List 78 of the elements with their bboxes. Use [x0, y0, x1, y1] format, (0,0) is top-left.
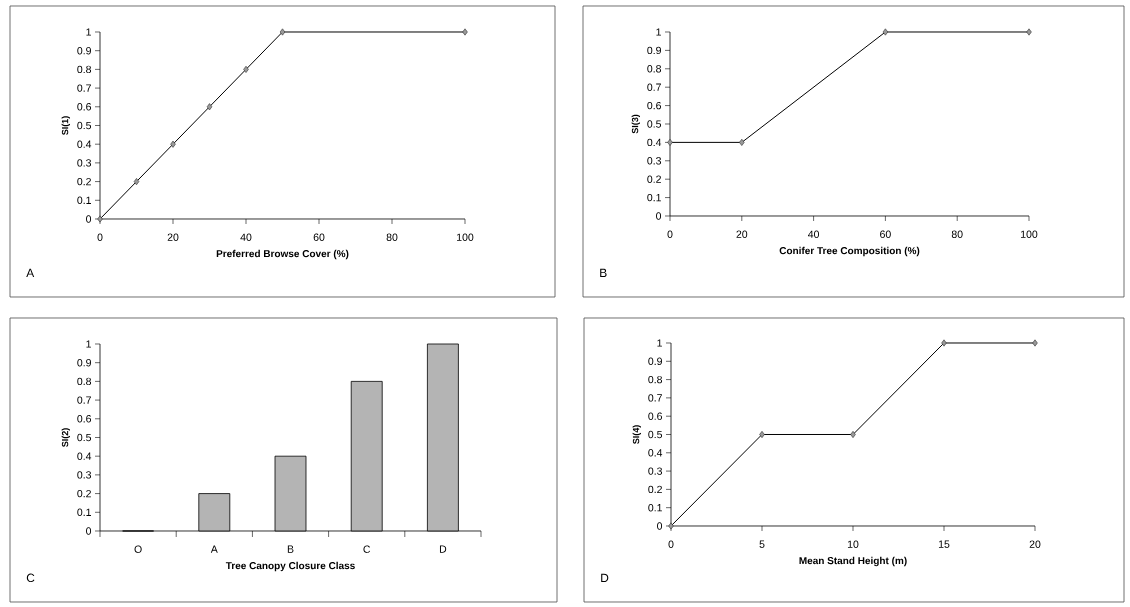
y-tick-label: 0.5 — [648, 430, 663, 439]
y-tick-label: 1 — [86, 340, 91, 348]
y-tick-label: 0.2 — [648, 485, 662, 494]
y-axis-title: SI(1) — [61, 116, 71, 135]
y-tick-label: 0 — [86, 527, 92, 535]
y-tick-label: 0.1 — [77, 196, 91, 205]
x-tick-label: B — [287, 545, 294, 553]
y-tick-label: 0.3 — [647, 157, 662, 165]
y-tick-label: 0.8 — [77, 65, 92, 74]
text: D — [601, 573, 609, 582]
y-tick-label: 0.2 — [77, 177, 91, 186]
y-tick-label: 0.4 — [77, 452, 92, 460]
y-tick-label: 0.6 — [77, 103, 92, 111]
y-tick-label: 0.7 — [77, 84, 91, 92]
x-tick-label: 80 — [951, 230, 963, 238]
x-tick-label: 40 — [808, 230, 820, 238]
y-tick-label: 0.1 — [647, 193, 661, 202]
y-tick-label: 0.7 — [77, 396, 91, 404]
x-tick-label: 0 — [668, 540, 674, 548]
y-tick-label: 0.6 — [77, 415, 92, 423]
x-tick-label: 10 — [847, 540, 859, 548]
y-tick-label: 0.7 — [648, 394, 662, 402]
y-tick-label: 0 — [656, 212, 662, 220]
x-tick-label: 5 — [759, 540, 765, 548]
y-axis-title: SI(3) — [631, 114, 641, 134]
x-tick-label: 0 — [667, 230, 673, 238]
x-tick-label: 100 — [1021, 230, 1038, 238]
x-tick-label: 40 — [240, 233, 252, 241]
text: B — [600, 268, 607, 277]
x-tick-label: 20 — [1029, 540, 1041, 548]
y-tick-label: 0.4 — [648, 449, 663, 457]
y-tick-label: 0.6 — [648, 412, 663, 420]
text: C — [26, 573, 35, 583]
x-tick-label: 60 — [880, 230, 891, 238]
text: A — [26, 268, 35, 277]
y-tick-label: 0.6 — [647, 101, 662, 110]
y-tick-label: 0.7 — [647, 83, 661, 91]
y-tick-label: 0.5 — [77, 433, 92, 442]
y-tick-label: 0.1 — [77, 508, 91, 517]
y-tick-label: 0.8 — [648, 375, 663, 384]
x-tick-label: O — [134, 545, 142, 553]
y-tick-label: 0.3 — [77, 159, 92, 167]
x-axis-title: Conifer Tree Composition (%) — [779, 246, 920, 257]
y-tick-label: 0.2 — [647, 175, 661, 183]
x-axis-title: Preferred Browse Cover (%) — [216, 249, 349, 260]
y-tick-label: 1 — [657, 339, 662, 347]
y-tick-label: 0.4 — [647, 138, 662, 147]
x-tick-label: 20 — [167, 233, 179, 241]
y-tick-label: 0.9 — [77, 358, 91, 367]
y-tick-label: 0.9 — [648, 357, 662, 366]
y-tick-label: 0.9 — [77, 46, 91, 55]
y-tick-label: 0 — [86, 215, 92, 223]
y-tick-label: 1 — [656, 28, 661, 36]
x-tick-label: 20 — [736, 230, 748, 238]
y-tick-label: 0.3 — [77, 471, 92, 479]
y-tick-label: 0.3 — [648, 467, 663, 475]
y-axis-title: SI(4) — [632, 425, 642, 444]
y-tick-label: 0.4 — [77, 140, 92, 148]
x-tick-label: 80 — [386, 233, 398, 241]
y-tick-label: 0.5 — [77, 121, 92, 130]
x-axis-title: Mean Stand Height (m) — [799, 556, 907, 567]
x-axis-title: Tree Canopy Closure Class — [225, 561, 355, 572]
y-tick-label: 0.5 — [647, 120, 662, 128]
y-tick-label: 0.8 — [77, 377, 92, 386]
x-tick-label: 15 — [938, 540, 950, 548]
y-tick-label: 0 — [657, 522, 663, 530]
x-tick-label: 60 — [313, 233, 325, 241]
y-tick-label: 0.8 — [647, 65, 662, 73]
y-tick-label: 0.2 — [77, 489, 91, 498]
x-tick-label: 100 — [457, 233, 474, 241]
y-tick-label: 0.1 — [648, 503, 662, 512]
y-axis-title: SI(2) — [61, 428, 71, 447]
x-tick-label: 0 — [97, 233, 103, 241]
y-tick-label: 1 — [86, 28, 91, 36]
y-tick-label: 0.9 — [647, 46, 661, 55]
x-tick-label: D — [439, 545, 447, 553]
x-tick-label: C — [363, 545, 371, 553]
x-tick-label: A — [210, 545, 218, 553]
